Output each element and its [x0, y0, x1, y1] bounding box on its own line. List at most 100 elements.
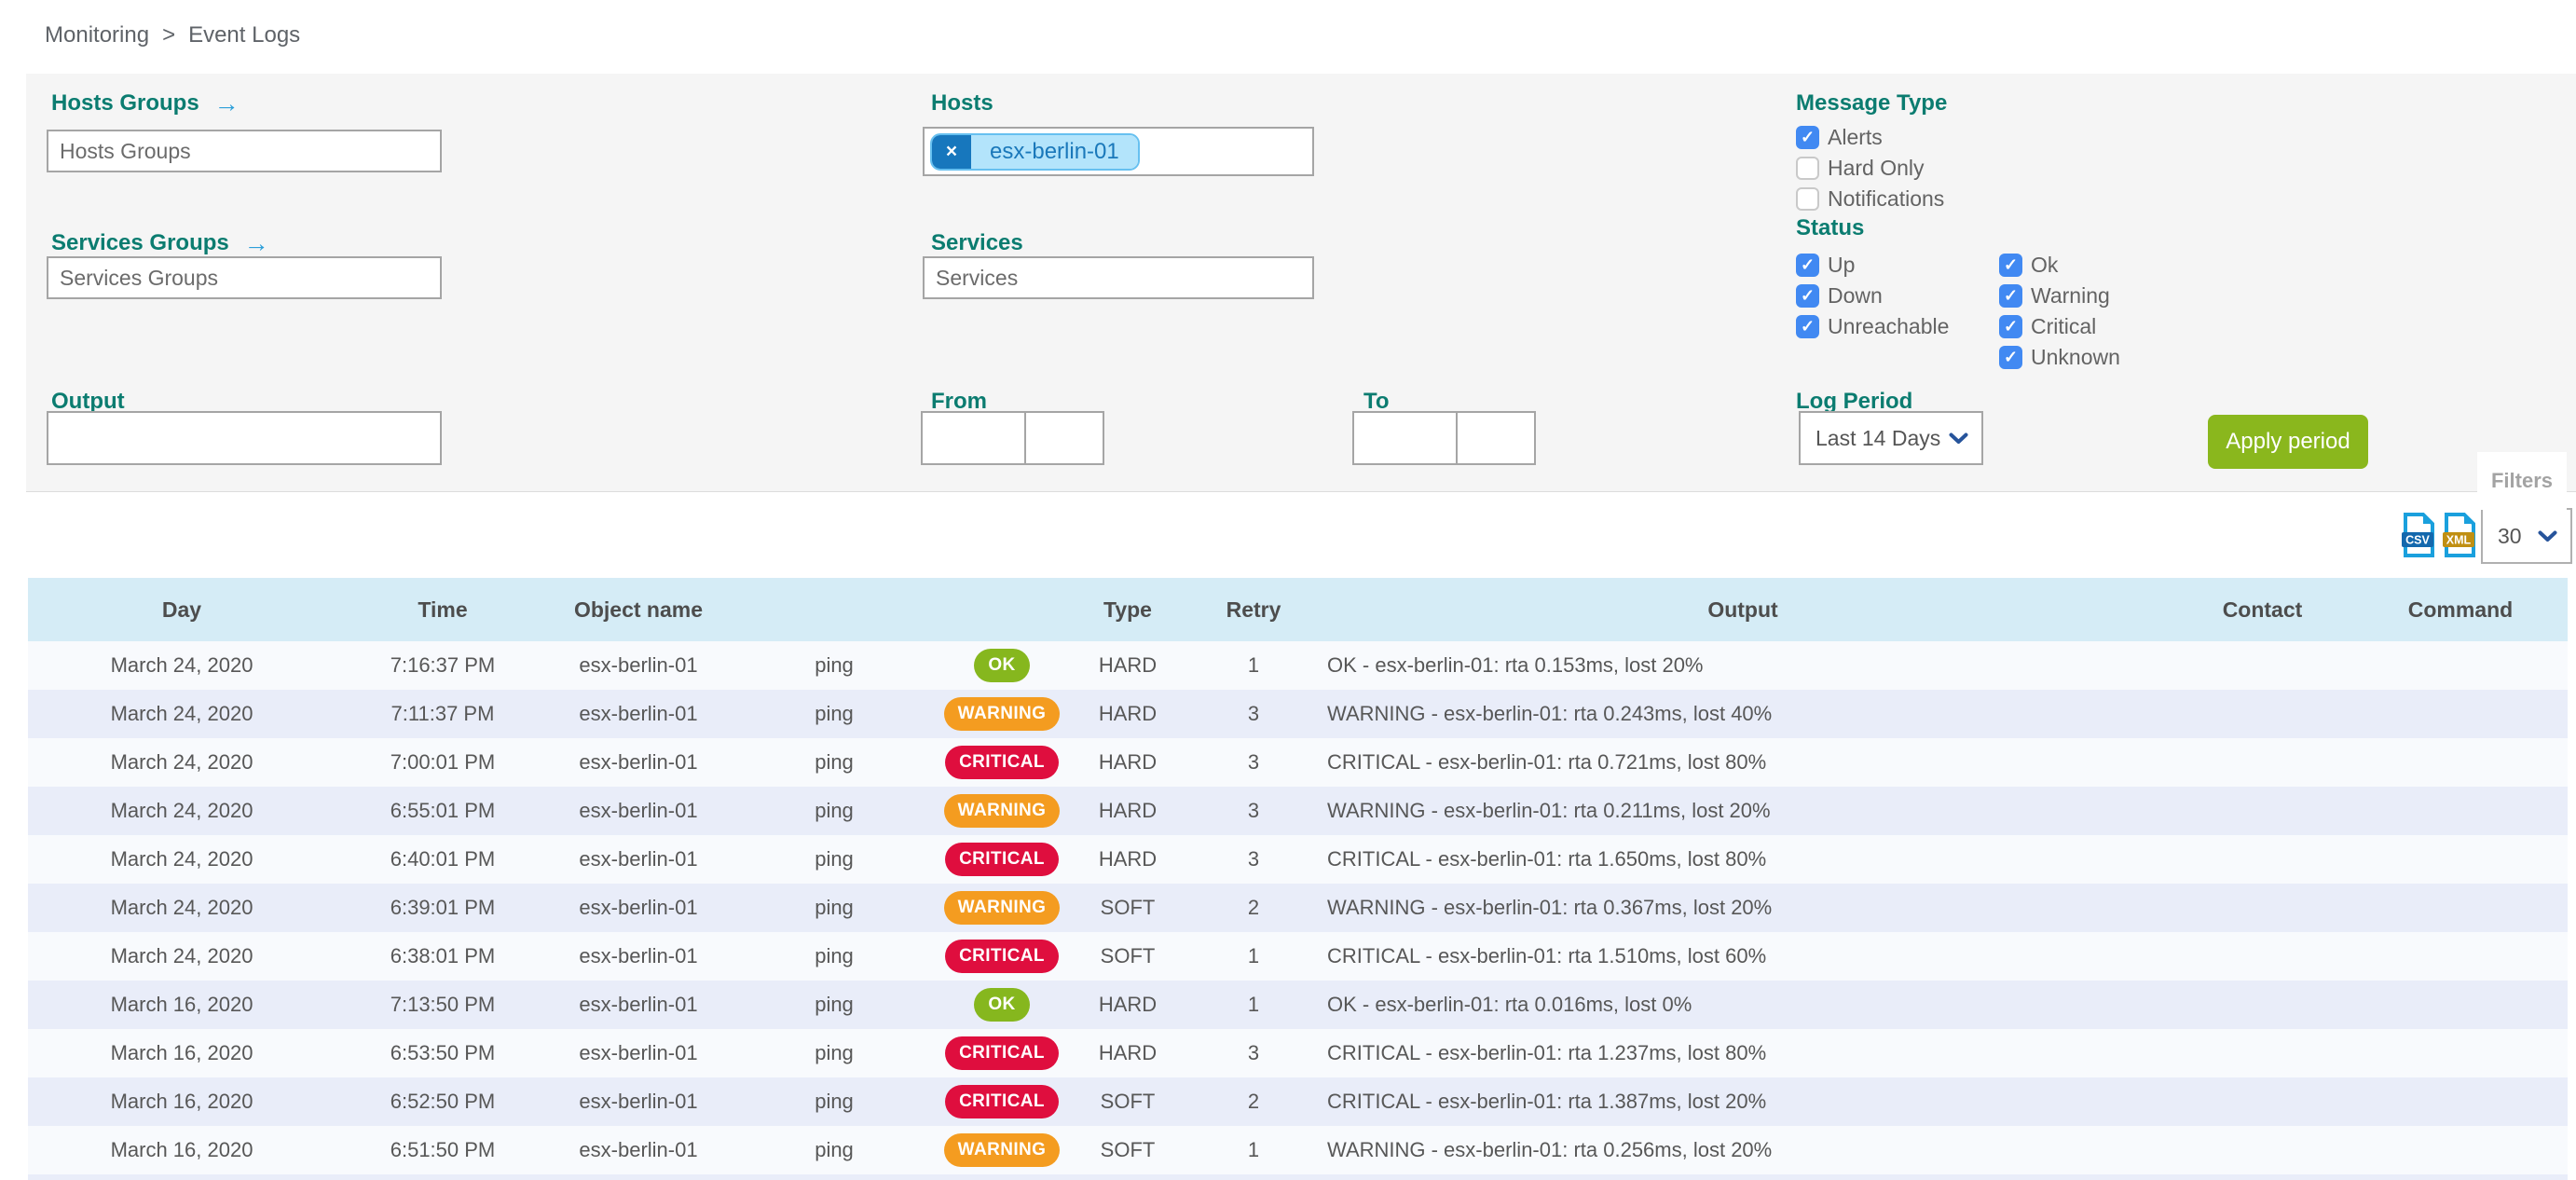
time-cell: 6:52:50 PM — [390, 1090, 496, 1113]
status-label-text: Status — [1796, 215, 1865, 240]
output-input[interactable] — [47, 411, 442, 465]
log-period-select[interactable]: Last 14 Days — [1799, 411, 1983, 465]
checked-checkbox[interactable]: ✓ — [1999, 254, 2022, 277]
table-row[interactable]: March 16, 2020 7:13:50 PM esx-berlin-01 pin… — [28, 981, 2568, 1029]
object-name-cell: esx-berlin-01 — [579, 702, 698, 725]
breadcrumb: Monitoring > Event Logs — [45, 22, 300, 48]
hosts-groups-label-text: Hosts Groups — [51, 90, 199, 116]
retry-cell: 3 — [1247, 847, 1260, 871]
output-cell: CRITICAL - esx-berlin-01: rta 1.650ms, l… — [1327, 847, 1767, 871]
table-row[interactable]: March 24, 2020 7:11:37 PM esx-berlin-01 pin… — [28, 690, 2568, 738]
to-date-input[interactable] — [1352, 411, 1458, 465]
apply-period-button[interactable]: Apply period — [2208, 415, 2368, 469]
object-name-cell: esx-berlin-01 — [579, 750, 698, 774]
service-cell: ping — [815, 896, 854, 919]
services-groups-label: Services Groups → — [51, 230, 269, 256]
csv-icon-label: CSV — [2405, 534, 2430, 547]
arrow-right-icon[interactable]: → — [243, 228, 269, 257]
status-badge: WARNING — [943, 697, 1061, 731]
checked-checkbox[interactable]: ✓ — [1999, 315, 2022, 338]
day-cell: March 24, 2020 — [110, 944, 253, 967]
status-badge: CRITICAL — [945, 940, 1059, 973]
type-cell: SOFT — [1100, 1090, 1156, 1113]
table-row[interactable]: March 24, 2020 6:55:01 PM esx-berlin-01 pin… — [28, 787, 2568, 835]
log-period-label: Log Period — [1796, 389, 1912, 415]
checkbox-label: Alerts — [1828, 125, 1883, 149]
unchecked-checkbox[interactable] — [1796, 157, 1819, 180]
chip-remove-icon[interactable]: × — [932, 134, 971, 169]
object-name-cell: esx-berlin-01 — [579, 993, 698, 1016]
output-cell: CRITICAL - esx-berlin-01: rta 1.387ms, l… — [1327, 1090, 1767, 1113]
retry-cell: 3 — [1247, 1041, 1260, 1064]
service-cell: ping — [815, 1041, 854, 1064]
day-cell: March 24, 2020 — [110, 799, 253, 822]
checkbox-label: Critical — [2031, 314, 2097, 338]
checkbox-label: Notifications — [1828, 186, 1945, 211]
to-time-input[interactable] — [1456, 411, 1536, 465]
object-name-cell: esx-berlin-01 — [579, 847, 698, 871]
time-cell: 6:39:01 PM — [390, 896, 496, 919]
breadcrumb-monitoring[interactable]: Monitoring — [45, 22, 150, 48]
services-groups-input[interactable] — [47, 256, 442, 299]
table-row[interactable]: March 24, 2020 7:16:37 PM esx-berlin-01 pin… — [28, 641, 2568, 690]
column-header: Time — [418, 597, 468, 622]
status-cell: CRITICAL — [941, 1085, 1062, 1118]
checked-checkbox[interactable]: ✓ — [1999, 284, 2022, 308]
checked-checkbox[interactable]: ✓ — [1999, 346, 2022, 369]
hosts-groups-input[interactable] — [47, 130, 442, 172]
type-cell: HARD — [1098, 993, 1158, 1016]
from-date-input[interactable] — [921, 411, 1026, 465]
filters-tab[interactable]: Filters — [2477, 452, 2567, 510]
arrow-right-icon[interactable]: → — [213, 89, 240, 117]
checkbox-label: Unknown — [2031, 345, 2120, 369]
output-cell: WARNING - esx-berlin-01: rta 0.256ms, lo… — [1327, 1138, 1773, 1161]
day-cell: March 16, 2020 — [110, 1090, 253, 1113]
column-header: Command — [2407, 597, 2514, 622]
table-row[interactable]: March 16, 2020 6:51:50 PM esx-berlin-01 pin… — [28, 1126, 2568, 1174]
table-row[interactable]: March 24, 2020 7:00:01 PM esx-berlin-01 pin… — [28, 738, 2568, 787]
time-cell: 7:11:37 PM — [391, 702, 495, 725]
checked-checkbox[interactable]: ✓ — [1796, 284, 1819, 308]
service-cell: ping — [815, 993, 854, 1016]
type-cell: SOFT — [1100, 1138, 1156, 1161]
table-row[interactable]: March 24, 2020 6:39:01 PM esx-berlin-01 pin… — [28, 884, 2568, 932]
object-name-cell: esx-berlin-01 — [579, 799, 698, 822]
checked-checkbox[interactable]: ✓ — [1796, 254, 1819, 277]
checkbox-option: ✓ Ok — [1999, 253, 2120, 277]
day-cell: March 16, 2020 — [110, 1041, 253, 1064]
object-name-cell: esx-berlin-01 — [579, 896, 698, 919]
status-label: Status — [1796, 215, 1864, 241]
hosts-label-text: Hosts — [931, 90, 993, 116]
message-type-label-text: Message Type — [1796, 90, 1948, 116]
checkbox-option: ✓ Unreachable — [1796, 314, 1949, 338]
column-header: Type — [1103, 597, 1152, 622]
from-time-input[interactable] — [1024, 411, 1104, 465]
time-cell: 6:38:01 PM — [390, 944, 496, 967]
checked-checkbox[interactable]: ✓ — [1796, 315, 1819, 338]
service-cell: ping — [815, 750, 854, 774]
status-badge: CRITICAL — [945, 1085, 1059, 1118]
service-cell: ping — [815, 653, 854, 677]
retry-cell: 1 — [1247, 653, 1260, 677]
checked-checkbox[interactable]: ✓ — [1796, 126, 1819, 149]
table-row[interactable]: March 16, 2020 6:52:50 PM esx-berlin-01 pin… — [28, 1077, 2568, 1126]
page-size-select[interactable]: 30 — [2481, 508, 2572, 564]
from-label-text: From — [931, 389, 987, 414]
services-input[interactable] — [923, 256, 1314, 299]
unchecked-checkbox[interactable] — [1796, 187, 1819, 211]
xml-export-icon[interactable]: XML — [2442, 513, 2477, 557]
services-groups-label-text: Services Groups — [51, 230, 229, 255]
type-cell: HARD — [1098, 799, 1158, 822]
breadcrumb-event-logs[interactable]: Event Logs — [188, 22, 301, 48]
table-row[interactable]: March 24, 2020 6:40:01 PM esx-berlin-01 pin… — [28, 835, 2568, 884]
csv-export-icon[interactable]: CSV — [2401, 513, 2436, 557]
day-cell: March 24, 2020 — [110, 750, 253, 774]
table-row[interactable]: March 24, 2020 6:38:01 PM esx-berlin-01 pin… — [28, 932, 2568, 981]
output-cell: OK - esx-berlin-01: rta 0.016ms, lost 0% — [1327, 993, 1692, 1016]
day-cell: March 16, 2020 — [110, 993, 253, 1016]
to-label-text: To — [1363, 389, 1390, 414]
table-row[interactable]: March 16, 2020 6:53:50 PM esx-berlin-01 pin… — [28, 1029, 2568, 1077]
retry-cell: 2 — [1247, 1090, 1260, 1113]
hosts-input[interactable]: × esx-berlin-01 — [923, 127, 1314, 176]
hosts-groups-label: Hosts Groups → — [51, 90, 240, 117]
